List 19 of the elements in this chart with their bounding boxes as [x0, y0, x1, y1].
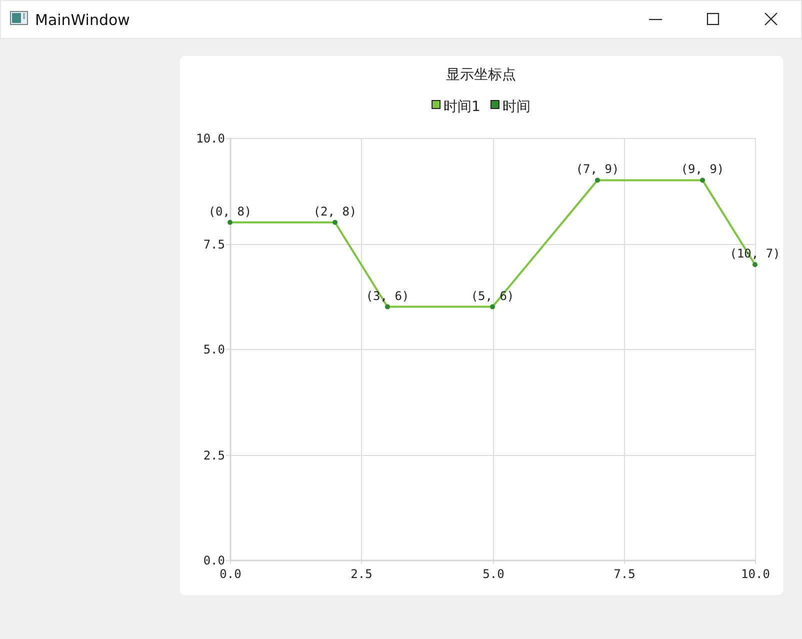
legend-label: 时间 [502, 99, 530, 115]
data-label: (2, 8) [313, 204, 357, 218]
y-tick-label: 7.5 [203, 238, 225, 252]
legend-label: 时间1 [444, 99, 480, 115]
x-tick-label: 0.0 [220, 567, 242, 581]
y-tick-label: 2.5 [203, 448, 225, 462]
data-label: (0, 8) [208, 204, 252, 218]
y-tick-label: 0.0 [203, 554, 225, 568]
x-tick-label: 5.0 [482, 567, 504, 581]
y-tick-label: 10.0 [196, 132, 225, 146]
data-label: (5, 6) [470, 288, 514, 303]
text: MainWindow [35, 11, 130, 29]
chart-title: 显示坐标点 [446, 67, 516, 83]
data-label: (9, 9) [680, 162, 724, 176]
data-label: (7, 9) [576, 162, 620, 176]
x-tick-label: 7.5 [614, 567, 636, 581]
y-tick-label: 5.0 [203, 342, 225, 356]
x-tick-label: 10.0 [741, 567, 770, 581]
x-tick-label: 2.5 [350, 567, 372, 581]
